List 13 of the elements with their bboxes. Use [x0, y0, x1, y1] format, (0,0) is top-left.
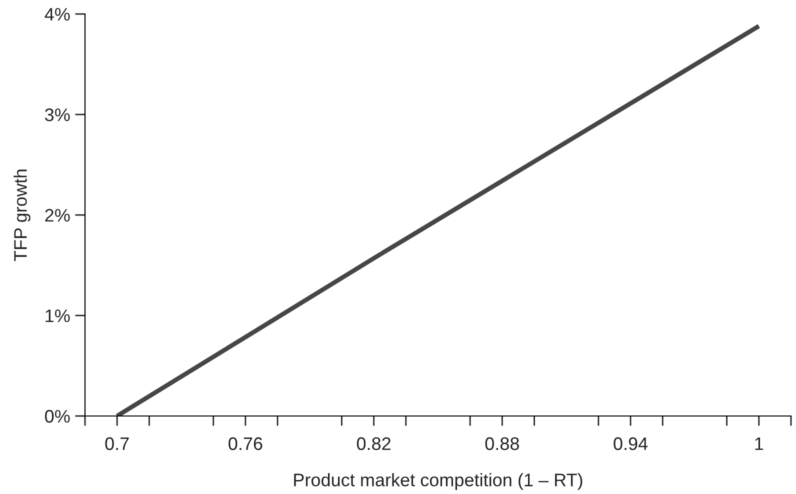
x-tick-label: 1 — [755, 437, 764, 450]
y-axis-title: TFP growth — [14, 170, 30, 262]
y-tick-label: 1% — [46, 310, 70, 322]
x-tick-label: 0.7 — [105, 437, 129, 450]
x-tick-label: 0.88 — [485, 437, 519, 450]
x-tick-label: 0.94 — [614, 437, 648, 450]
x-tick-label: 0.76 — [228, 437, 262, 450]
y-tick-label: 4% — [44, 8, 70, 21]
x-axis-title: Product market competition (1 – RT) — [294, 473, 582, 490]
x-tick-label: 0.82 — [356, 437, 390, 450]
y-tick-label: 2% — [45, 208, 70, 222]
y-tick-label: 0% — [45, 410, 70, 423]
y-tick-label: 3% — [45, 108, 70, 122]
